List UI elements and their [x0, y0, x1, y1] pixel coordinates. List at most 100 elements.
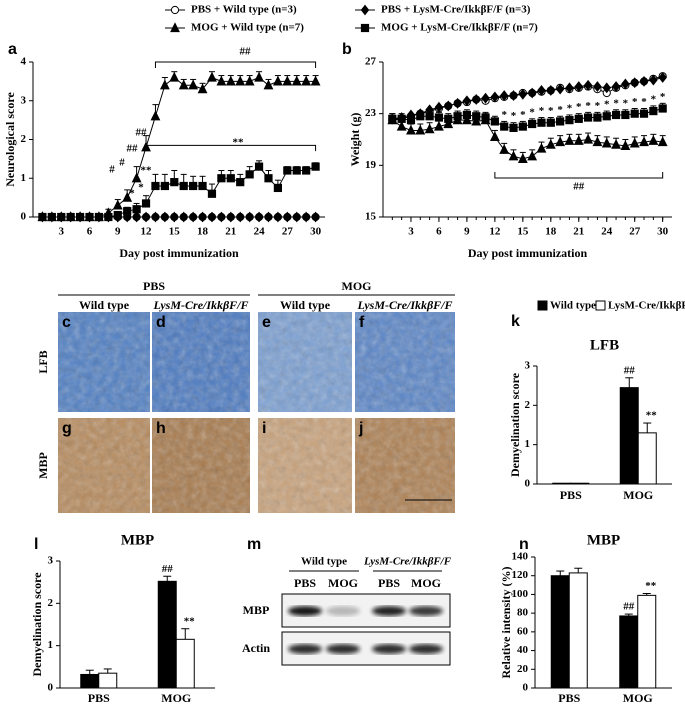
data-point — [131, 172, 142, 183]
y-tick-label: 80 — [517, 607, 529, 619]
data-point — [75, 212, 85, 222]
annotation: ## — [162, 563, 174, 575]
data-point — [226, 174, 235, 183]
legend-label: MOG + Wild type (n=7) — [191, 22, 304, 34]
x-tick-label: MOG — [623, 488, 653, 502]
row-label: Actin — [242, 641, 270, 655]
data-point — [416, 112, 425, 121]
annotation: ** — [646, 410, 658, 422]
y-tick-label: 2 — [21, 133, 27, 145]
data-point — [630, 109, 639, 118]
data-point — [611, 138, 621, 149]
x-tick-label: 24 — [254, 226, 266, 238]
annotation: ## — [623, 601, 635, 613]
data-point — [602, 82, 611, 94]
legend-marker — [170, 22, 180, 33]
data-point — [141, 211, 151, 223]
x-tick-label: 12 — [141, 226, 153, 238]
panel-label: l — [34, 536, 38, 553]
data-point — [198, 181, 207, 191]
x-tick-label: 21 — [225, 226, 236, 238]
x-tick-label: PBS — [88, 691, 110, 705]
annotation: * — [604, 99, 610, 111]
annotation: * — [576, 101, 582, 113]
legend-marker — [537, 300, 548, 311]
y-axis-label: Relative intensity (%) — [499, 567, 513, 679]
data-point — [245, 170, 254, 179]
data-point — [658, 72, 667, 83]
data-point — [462, 95, 472, 107]
annotation: * — [632, 96, 638, 108]
blot-band — [409, 606, 443, 616]
row-label: MBP — [243, 603, 270, 617]
legend-marker — [595, 300, 606, 311]
blot-band — [372, 644, 406, 654]
y-tick-label: 0 — [21, 211, 27, 223]
lane-label: PBS — [294, 576, 316, 590]
data-point — [150, 110, 161, 121]
annotation: ## — [240, 46, 252, 58]
annotation: * — [613, 97, 619, 109]
legend-marker — [360, 23, 370, 33]
annotation: * — [641, 96, 647, 108]
legend-label: Wild type — [550, 300, 596, 312]
series-line — [392, 119, 663, 160]
annotation: ## — [127, 143, 139, 155]
data-point — [434, 120, 444, 131]
annotation: ## — [136, 127, 148, 139]
blot-band — [288, 606, 322, 616]
data-point — [648, 135, 659, 145]
data-point — [536, 142, 547, 153]
data-point — [151, 211, 160, 223]
annotation: * — [567, 102, 573, 114]
data-point — [197, 83, 208, 94]
y-tick-label: 120 — [512, 569, 529, 581]
blot-band — [326, 644, 360, 654]
data-point — [85, 212, 94, 222]
legend-label: MOG + LysM-Cre/IkkβF/F (n=7) — [381, 22, 538, 34]
y-tick-label: 100 — [512, 588, 529, 600]
annotation: # — [109, 164, 115, 176]
data-point — [556, 117, 565, 126]
data-point — [583, 79, 593, 91]
data-point — [649, 106, 658, 116]
data-point — [292, 211, 301, 223]
y-tick-label: 1 — [525, 438, 531, 450]
data-point — [658, 104, 667, 113]
data-point — [57, 212, 66, 222]
data-point — [639, 109, 649, 118]
annotation: * — [539, 105, 545, 117]
data-point — [254, 211, 264, 223]
y-tick-label: 15 — [365, 211, 377, 223]
y-tick-label: 1 — [48, 639, 54, 651]
data-point — [425, 112, 434, 121]
micrograph-texture — [152, 312, 250, 412]
data-point — [583, 113, 593, 122]
data-point — [489, 131, 500, 142]
data-point — [649, 74, 658, 86]
annotation: * — [520, 109, 526, 121]
column-label: Wild type — [280, 298, 331, 312]
data-point — [170, 211, 179, 223]
column-label: Wild type — [79, 298, 130, 312]
data-point — [508, 150, 519, 161]
data-point — [461, 114, 472, 125]
data-point — [169, 71, 180, 82]
data-point — [291, 75, 302, 86]
x-tick-label: 18 — [545, 226, 557, 238]
data-point — [527, 150, 538, 161]
data-point — [499, 144, 510, 154]
panel-label: d — [156, 314, 166, 331]
data-point — [263, 79, 274, 90]
lane-label: MOG — [328, 576, 358, 590]
data-point — [545, 138, 556, 149]
data-point — [179, 181, 188, 191]
data-point — [537, 85, 546, 96]
x-tick-label: 15 — [169, 226, 181, 238]
annotation: ** — [233, 137, 245, 149]
chart-title: LFB — [590, 337, 619, 353]
annotation: ** — [645, 580, 657, 592]
data-point — [500, 122, 509, 131]
data-point — [132, 211, 141, 223]
bar — [570, 482, 590, 485]
